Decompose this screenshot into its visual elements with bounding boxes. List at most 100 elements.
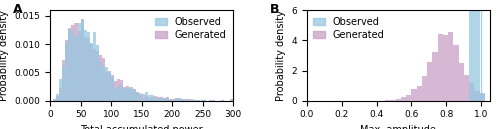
Bar <box>72 31 74 101</box>
Bar <box>443 35 448 101</box>
Bar <box>454 45 458 101</box>
Bar <box>68 28 71 101</box>
Bar <box>160 98 163 101</box>
Bar <box>84 37 86 101</box>
Bar <box>72 26 74 101</box>
Bar <box>169 100 172 101</box>
Bar <box>196 100 200 101</box>
Bar <box>66 43 68 101</box>
Bar <box>96 45 99 101</box>
Bar <box>111 75 114 101</box>
Bar <box>157 97 160 101</box>
Bar <box>78 23 80 101</box>
Bar <box>105 72 108 101</box>
Bar <box>132 89 136 101</box>
Bar <box>102 66 105 101</box>
Bar <box>136 92 138 101</box>
Bar <box>93 32 96 101</box>
X-axis label: Total accumulated power: Total accumulated power <box>80 125 203 129</box>
Bar <box>464 75 469 101</box>
Bar <box>132 89 136 101</box>
Bar <box>68 29 71 101</box>
Bar <box>53 99 56 101</box>
Bar <box>182 99 184 101</box>
Bar <box>390 100 396 101</box>
Bar <box>182 99 184 101</box>
Bar <box>221 100 224 101</box>
Bar <box>448 32 454 101</box>
Bar <box>151 95 154 101</box>
Bar <box>196 100 200 101</box>
Legend: Observed, Generated: Observed, Generated <box>312 15 386 42</box>
Bar <box>166 97 169 101</box>
Bar <box>62 66 66 101</box>
Bar <box>163 98 166 101</box>
Bar <box>178 98 182 101</box>
Bar <box>84 30 86 101</box>
Bar <box>114 88 117 101</box>
Bar <box>151 97 154 101</box>
Bar <box>212 100 215 101</box>
Bar <box>176 98 178 101</box>
Bar <box>102 58 105 101</box>
Bar <box>230 99 234 101</box>
Bar <box>105 67 108 101</box>
Bar <box>78 31 80 101</box>
Bar <box>438 34 443 101</box>
Bar <box>188 100 190 101</box>
Bar <box>480 94 485 101</box>
Bar <box>154 98 157 101</box>
Bar <box>142 94 144 101</box>
Bar <box>422 76 427 101</box>
Bar <box>120 85 124 101</box>
Bar <box>432 52 438 101</box>
Y-axis label: Probability density: Probability density <box>276 10 285 101</box>
Bar <box>154 96 157 101</box>
Bar <box>148 95 151 101</box>
X-axis label: Max. amplitude: Max. amplitude <box>360 125 436 129</box>
Bar <box>120 80 124 101</box>
Bar <box>124 89 126 101</box>
Bar <box>144 96 148 101</box>
Bar <box>188 99 190 101</box>
Bar <box>184 99 188 101</box>
Bar <box>86 32 90 101</box>
Bar <box>396 99 401 101</box>
Bar <box>138 95 141 101</box>
Bar <box>474 91 480 101</box>
Bar <box>117 79 120 101</box>
Bar <box>108 71 111 101</box>
Bar <box>130 87 132 101</box>
Bar <box>126 87 130 101</box>
Text: A: A <box>14 3 23 16</box>
Bar <box>203 100 206 101</box>
Bar <box>412 89 416 101</box>
Bar <box>93 49 96 101</box>
Bar <box>469 0 474 101</box>
Bar <box>169 99 172 101</box>
Bar <box>142 98 144 101</box>
Bar <box>86 38 90 101</box>
Bar <box>458 63 464 101</box>
Bar <box>184 100 188 101</box>
Bar <box>99 62 102 101</box>
Bar <box>200 100 203 101</box>
Bar <box>172 99 176 101</box>
Bar <box>160 97 163 101</box>
Bar <box>56 94 59 101</box>
Bar <box>406 95 411 101</box>
Bar <box>157 98 160 101</box>
Bar <box>209 100 212 101</box>
Bar <box>427 62 432 101</box>
Bar <box>108 72 111 101</box>
Bar <box>74 23 78 101</box>
Y-axis label: Probability density: Probability density <box>0 10 9 101</box>
Bar <box>111 76 114 101</box>
Bar <box>194 100 196 101</box>
Bar <box>99 55 102 101</box>
Bar <box>401 97 406 101</box>
Bar <box>178 98 182 101</box>
Bar <box>124 87 126 101</box>
Bar <box>126 88 130 101</box>
Bar <box>66 40 68 101</box>
